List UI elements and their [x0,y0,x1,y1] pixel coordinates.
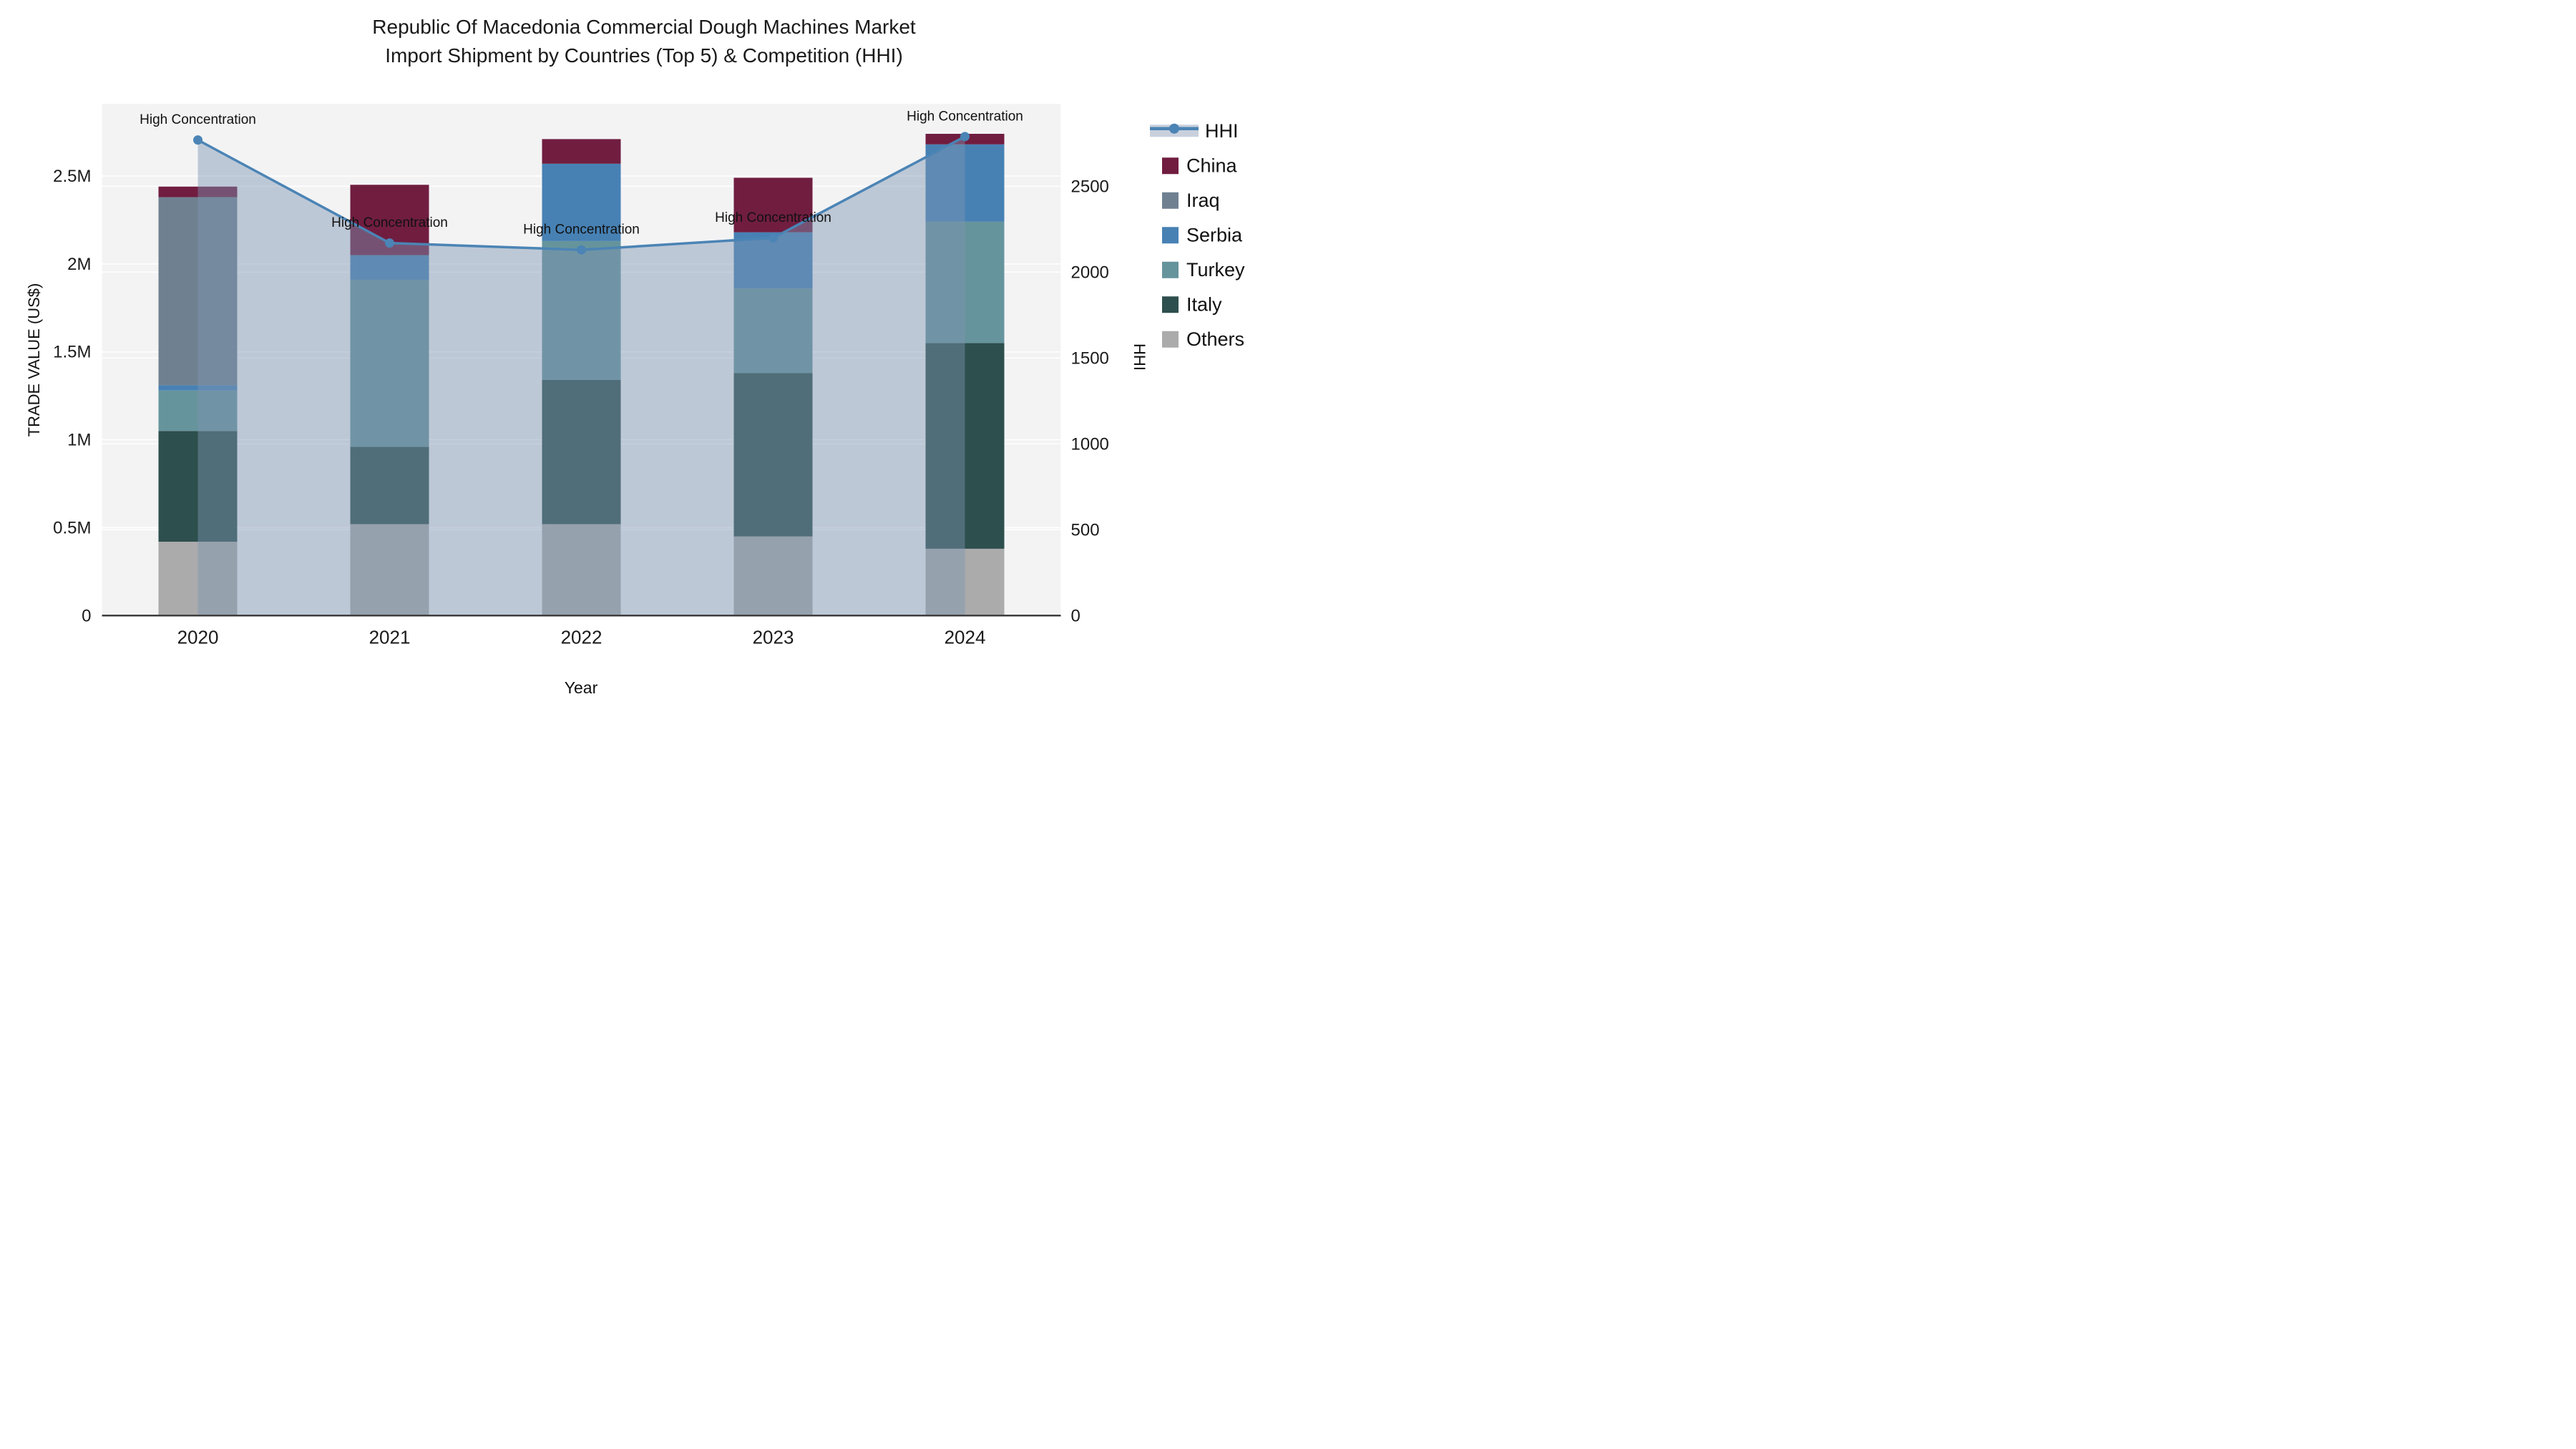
legend-swatch-others [1162,331,1179,348]
legend-label-turkey: Turkey [1186,259,1245,280]
bar-segment-italy-2022[interactable] [542,380,621,525]
y-left-tick-label: 2.5M [53,167,91,186]
chart-canvas: High Concentration High Concentration High… [53,104,1245,648]
y-right-tick-label: 1000 [1071,434,1109,454]
y-left-tick-label: 2M [67,255,91,274]
bar-segment-turkey-2024[interactable] [925,221,1005,343]
bar-segment-italy-2020[interactable] [158,431,238,542]
bar-segment-serbia-2021[interactable] [350,255,429,280]
bar-segment-others-2024[interactable] [925,548,1005,616]
annotation-high-concentration-2023: High Concentration [715,210,831,225]
bar-segment-italy-2024[interactable] [925,343,1005,549]
legend-swatch-serbia [1162,227,1179,244]
y-right-tick-label: 500 [1071,520,1100,540]
x-tick-label-2023: 2023 [753,626,794,648]
legend-label-italy: Italy [1186,293,1222,315]
y-left-tick-label: 1M [67,431,91,450]
bar-segment-italy-2023[interactable] [733,373,813,537]
annotation-high-concentration-2024: High Concentration [907,109,1023,124]
legend-swatch-china [1162,157,1179,175]
x-tick-label-2024: 2024 [945,626,986,648]
y-left-tick-label: 0.5M [53,518,91,537]
legend-swatch-italy [1162,296,1179,313]
y-left-tick-label: 1.5M [53,343,91,362]
annotation-high-concentration-2022: High Concentration [523,223,640,238]
y-right-tick-label: 2500 [1071,177,1109,196]
y-left-tick-label: 0 [82,606,91,625]
bar-segment-turkey-2021[interactable] [350,279,429,447]
legend-hhi-marker-sample [1169,123,1179,134]
x-tick-label-2022: 2022 [561,626,602,648]
bar-segment-china-2020[interactable] [158,186,238,197]
y-axis-title-hhi: HHI [1131,343,1148,371]
bar-segment-serbia-2024[interactable] [925,144,1005,222]
hhi-marker-2021[interactable] [385,238,394,248]
bar-segment-serbia-2020[interactable] [158,385,238,391]
bar-segment-others-2020[interactable] [158,542,238,616]
bar-segment-turkey-2020[interactable] [158,390,238,431]
x-tick-label-2020: 2020 [177,626,219,648]
annotation-high-concentration-2020: High Concentration [140,112,256,127]
bar-segment-others-2023[interactable] [733,536,813,616]
legend-item-hhi[interactable]: HHI [1150,120,1239,142]
legend-swatch-turkey [1162,261,1179,278]
legend-label-iraq: Iraq [1186,190,1220,211]
legend-label-others: Others [1186,328,1244,350]
chart-figure: Republic Of Macedonia Commercial Dough M… [0,0,1288,725]
legend-item-turkey[interactable]: Turkey [1162,259,1245,280]
legend-swatch-iraq [1162,192,1179,209]
bar-segment-others-2022[interactable] [542,524,621,616]
legend-item-china[interactable]: China [1162,155,1238,176]
legend-item-iraq[interactable]: Iraq [1162,190,1220,211]
bar-segment-turkey-2023[interactable] [733,288,813,374]
bar-segment-others-2021[interactable] [350,524,429,616]
y-right-tick-label: 1500 [1071,348,1109,368]
bar-segment-italy-2021[interactable] [350,447,429,525]
annotation-high-concentration-2021: High Concentration [331,215,448,230]
y-axis-title-trade-value: TRADE VALUE (US$) [25,283,43,437]
bar-segment-turkey-2022[interactable] [542,240,621,381]
legend-label-hhi: HHI [1205,120,1239,142]
x-tick-label-2021: 2021 [369,626,411,648]
x-axis-title-year: Year [564,678,598,697]
legend-item-italy[interactable]: Italy [1162,293,1222,315]
hhi-marker-2022[interactable] [577,245,586,255]
bar-segment-iraq-2020[interactable] [158,197,238,386]
y-right-tick-label: 2000 [1071,263,1109,282]
hhi-marker-2024[interactable] [960,132,970,142]
hhi-marker-2020[interactable] [193,135,203,145]
bar-segment-china-2022[interactable] [542,139,621,164]
legend-item-serbia[interactable]: Serbia [1162,224,1243,245]
y-right-tick-label: 0 [1071,606,1080,625]
hhi-marker-2023[interactable] [769,233,778,243]
legend-label-china: China [1186,155,1238,176]
hhi-area-fill [197,136,965,616]
bar-segment-serbia-2022[interactable] [542,163,621,241]
legend-item-others[interactable]: Others [1162,328,1244,350]
legend-label-serbia: Serbia [1186,224,1243,245]
